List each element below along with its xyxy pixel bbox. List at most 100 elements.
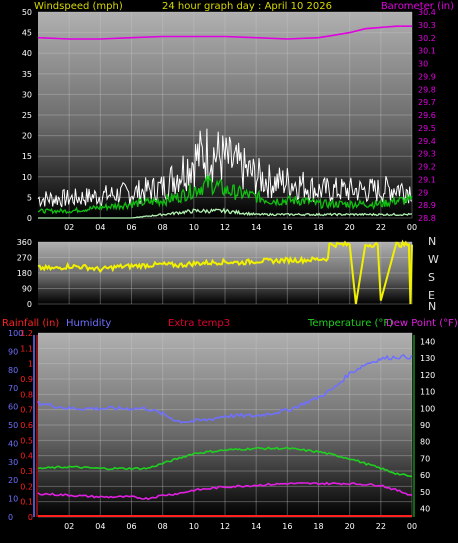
temperature-tick-label: 80 bbox=[420, 438, 430, 447]
barometer-tick-label: 29.4 bbox=[418, 137, 436, 146]
direction-tick-label: 180 bbox=[17, 269, 32, 278]
hour-tick-label: 22 bbox=[376, 223, 386, 232]
rainfall-tick-label: 0.8 bbox=[20, 390, 33, 399]
rainfall-tick-label: 0 bbox=[28, 513, 33, 522]
hour-tick-label: 22 bbox=[376, 522, 386, 531]
hour-tick-label: 20 bbox=[345, 522, 355, 531]
hour-tick-label: 14 bbox=[251, 223, 261, 232]
hour-tick-label: 20 bbox=[345, 223, 355, 232]
temperature-axis: 40 50 60 70 80 90 100 110 120 130 140 bbox=[420, 337, 435, 513]
humidity-tick-label: 100 bbox=[8, 329, 23, 338]
rainfall-tick-label: 0.2 bbox=[20, 482, 33, 491]
temperature-tick-label: 120 bbox=[420, 371, 435, 380]
hour-tick-label: 08 bbox=[158, 223, 168, 232]
direction-label-e: E bbox=[428, 289, 435, 302]
rainfall-tick-label: 0.5 bbox=[20, 436, 33, 445]
barometer-tick-label: 29 bbox=[418, 188, 428, 197]
direction-label-s: S bbox=[428, 271, 435, 284]
windspeed-tick-label: 25 bbox=[22, 111, 32, 120]
temperature-tick-label: 130 bbox=[420, 354, 435, 363]
windspeed-tick-label: 45 bbox=[22, 29, 32, 38]
barometer-label: Barometer (in) bbox=[381, 1, 454, 12]
barometer-tick-label: 28.9 bbox=[418, 201, 436, 210]
barometer-tick-label: 30 bbox=[418, 60, 428, 69]
hour-tick-label: 12 bbox=[220, 223, 230, 232]
hour-tick-label: 06 bbox=[126, 522, 136, 531]
panel1-series bbox=[37, 25, 413, 219]
direction-label-w: W bbox=[428, 253, 439, 266]
humidity-tick-label: 0 bbox=[8, 513, 13, 522]
humidity-tick-label: 70 bbox=[8, 384, 18, 393]
barometer-tick-label: 30.1 bbox=[418, 47, 436, 56]
humidity-label: Humidity bbox=[66, 318, 111, 329]
barometer-tick-label: 29.1 bbox=[418, 175, 436, 184]
hour-tick-label: 18 bbox=[313, 223, 323, 232]
temperature-tick-label: 50 bbox=[420, 488, 430, 497]
rainfall-tick-label: 1.1 bbox=[20, 344, 33, 353]
series-humidity bbox=[37, 354, 413, 424]
barometer-tick-label: 29.9 bbox=[418, 72, 436, 81]
temperature-tick-label: 100 bbox=[420, 404, 435, 413]
barometer-tick-label: 29.3 bbox=[418, 150, 436, 159]
temperature-tick-label: 40 bbox=[420, 505, 430, 514]
hour-tick-label: 12 bbox=[220, 522, 230, 531]
hour-tick-label: 16 bbox=[282, 223, 292, 232]
hour-tick-label: 18 bbox=[313, 522, 323, 531]
humidity-tick-label: 60 bbox=[8, 403, 18, 412]
hour-tick-label: 14 bbox=[251, 522, 261, 531]
windspeed-tick-label: 50 bbox=[22, 8, 32, 17]
windspeed-axis: 0 5 10 15 20 25 30 35 40 45 50 bbox=[22, 8, 32, 223]
hour-tick-label: 16 bbox=[282, 522, 292, 531]
rainfall-tick-label: 0.1 bbox=[20, 498, 33, 507]
hour-tick-label: 06 bbox=[126, 223, 136, 232]
hour-tick-label: 04 bbox=[95, 223, 105, 232]
barometer-tick-label: 30.2 bbox=[418, 34, 436, 43]
hour-tick-label: 04 bbox=[95, 522, 105, 531]
barometer-tick-label: 29.2 bbox=[418, 163, 436, 172]
humidity-tick-label: 40 bbox=[8, 439, 18, 448]
barometer-axis: 28.8 28.9 29 29.1 29.2 29.3 29.4 29.5 29.6 29.7 29… bbox=[418, 8, 436, 223]
barometer-tick-label: 29.8 bbox=[418, 85, 436, 94]
panel1-hour-axis: 02 04 06 08 10 12 14 16 18 20 22 00 bbox=[64, 223, 417, 232]
series-temperature bbox=[37, 446, 413, 478]
barometer-tick-label: 30.3 bbox=[418, 21, 436, 30]
direction-tick-label: 360 bbox=[17, 238, 32, 247]
graph-title: 24 hour graph day : April 10 2026 bbox=[162, 1, 332, 12]
windspeed-tick-label: 15 bbox=[22, 152, 32, 161]
rainfall-tick-label: 1.2 bbox=[20, 329, 33, 338]
humidity-tick-label: 80 bbox=[8, 366, 18, 375]
humidity-axis: 0 10 20 30 40 50 60 70 80 90 100 bbox=[8, 329, 23, 522]
humidity-tick-label: 20 bbox=[8, 476, 18, 485]
barometer-tick-label: 28.8 bbox=[418, 214, 436, 223]
hour-tick-label: 08 bbox=[158, 522, 168, 531]
rainfall-label: Rainfall (in) bbox=[2, 318, 59, 329]
hour-tick-label: 10 bbox=[189, 522, 199, 531]
windspeed-tick-label: 0 bbox=[27, 214, 32, 223]
wind-direction-panel: 0 90 180 270 360 N W S E N bbox=[17, 235, 439, 313]
barometer-tick-label: 30.4 bbox=[418, 8, 436, 17]
hour-tick-label: 00 bbox=[407, 223, 417, 232]
barometer-tick-label: 29.7 bbox=[418, 98, 436, 107]
series-wind-average bbox=[37, 175, 413, 215]
panel1-grid bbox=[38, 11, 413, 219]
temperature-tick-label: 110 bbox=[420, 388, 435, 397]
barometer-tick-label: 29.6 bbox=[418, 111, 436, 120]
series-dew-point bbox=[37, 481, 413, 501]
panel3-hour-axis: 02 04 06 08 10 12 14 16 18 20 22 00 bbox=[64, 522, 417, 531]
windspeed-tick-label: 10 bbox=[22, 173, 32, 182]
barometer-tick-label: 29.5 bbox=[418, 124, 436, 133]
extra-temp-label: Extra temp3 bbox=[168, 318, 230, 329]
windspeed-tick-label: 20 bbox=[22, 132, 32, 141]
direction-tick-label: 270 bbox=[17, 254, 32, 263]
rainfall-axis: 0 0.1 0.2 0.3 0.4 0.5 0.6 0.7 0.8 0.9 1 1.1 1.2 bbox=[20, 329, 33, 522]
rainfall-tick-label: 0.6 bbox=[20, 421, 33, 430]
panel3-background bbox=[38, 333, 412, 517]
panel2-series bbox=[37, 239, 413, 305]
windspeed-label: Windspeed (mph) bbox=[34, 1, 123, 12]
series-barometer bbox=[37, 25, 412, 40]
rainfall-tick-label: 0.4 bbox=[20, 452, 33, 461]
rainfall-tick-label: 0.9 bbox=[20, 375, 33, 384]
